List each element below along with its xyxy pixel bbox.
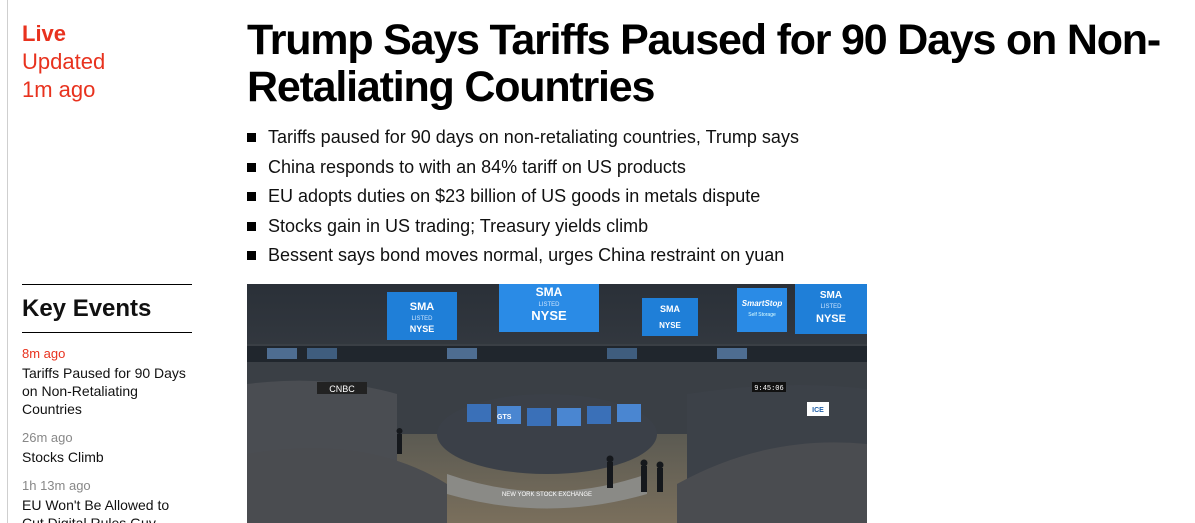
- key-event-time: 1h 13m ago: [22, 478, 91, 493]
- key-event-item[interactable]: 1h 13m ago EU Won't Be Allowed to Cut Di…: [22, 478, 192, 523]
- page-left-rule: [7, 0, 8, 523]
- sma-nyse-sign-far-right: SMA LISTED NYSE: [795, 284, 867, 334]
- sign-sma-text: SMA: [820, 290, 842, 301]
- trading-post-center: GTS NEW YORK STOCK EXCHANGE: [437, 394, 657, 509]
- sign-self-storage-text: Self Storage: [748, 312, 776, 318]
- sign-gts-text: GTS: [497, 414, 512, 421]
- summary-bullets: Tariffs paused for 90 days on non-retali…: [247, 123, 1177, 271]
- sign-smartstop-text: SmartStop: [742, 299, 783, 308]
- key-event-time: 26m ago: [22, 430, 73, 445]
- summary-bullet: EU adopts duties on $23 billion of US go…: [247, 182, 1177, 212]
- summary-bullet: Bessent says bond moves normal, urges Ch…: [247, 241, 1177, 271]
- summary-bullet: Tariffs paused for 90 days on non-retali…: [247, 123, 1177, 153]
- smartstop-sign: SmartStop Self Storage: [737, 288, 787, 332]
- square-bullet-icon: [247, 162, 256, 172]
- sign-nyse-text: NEW YORK STOCK EXCHANGE: [502, 492, 592, 498]
- key-events-panel: Key Events 8m ago Tariffs Paused for 90 …: [22, 284, 192, 523]
- summary-bullet: Stocks gain in US trading; Treasury yiel…: [247, 212, 1177, 242]
- key-events-bottom-divider: [22, 332, 192, 333]
- live-status-panel: Live Updated 1m ago: [22, 20, 192, 104]
- square-bullet-icon: [247, 251, 256, 261]
- sign-nyse-text: NYSE: [659, 321, 681, 330]
- key-event-item[interactable]: 26m ago Stocks Climb: [22, 430, 192, 466]
- article-main: Trump Says Tariffs Paused for 90 Days on…: [247, 17, 1177, 271]
- square-bullet-icon: [247, 221, 256, 231]
- summary-bullet-text: Bessent says bond moves normal, urges Ch…: [268, 245, 785, 265]
- sign-listed-text: LISTED: [538, 302, 560, 308]
- live-status: Live Updated 1m ago: [22, 20, 192, 104]
- sign-nyse-text: NYSE: [816, 313, 846, 325]
- updated-time: 1m ago: [22, 77, 96, 102]
- key-events-title: Key Events: [22, 295, 152, 322]
- sign-nyse-text: NYSE: [410, 324, 435, 334]
- updated-label: Updated: [22, 49, 106, 74]
- sign-ice-text: ICE: [812, 407, 824, 414]
- sign-cnbc-text: CNBC: [329, 384, 355, 394]
- summary-bullet-text: EU adopts duties on $23 billion of US go…: [268, 186, 761, 206]
- summary-bullet: China responds to with an 84% tariff on …: [247, 153, 1177, 183]
- key-event-headline[interactable]: Tariffs Paused for 90 Days on Non-Retali…: [22, 365, 186, 417]
- key-event-headline[interactable]: EU Won't Be Allowed to Cut Digital Rules…: [22, 497, 170, 523]
- sign-listed-text: LISTED: [820, 304, 842, 310]
- square-bullet-icon: [247, 133, 256, 143]
- sma-nyse-sign-left: SMA LISTED NYSE: [387, 292, 457, 340]
- key-event-headline[interactable]: Stocks Climb: [22, 449, 104, 465]
- key-event-time: 8m ago: [22, 346, 66, 361]
- key-events-list: 8m ago Tariffs Paused for 90 Days on Non…: [22, 346, 192, 523]
- sign-sma-text: SMA: [410, 301, 435, 313]
- article-headline: Trump Says Tariffs Paused for 90 Days on…: [247, 16, 1161, 111]
- sign-sma-text: SMA: [536, 285, 563, 299]
- sign-nyse-text: NYSE: [531, 308, 567, 323]
- summary-bullet-text: China responds to with an 84% tariff on …: [268, 156, 686, 177]
- sign-listed-text: LISTED: [411, 316, 433, 322]
- trading-floor-illustration: SMA LISTED NYSE SMA LISTED NYSE SMA NYSE…: [247, 284, 867, 523]
- live-label: Live: [22, 21, 67, 46]
- sma-nyse-sign-right: SMA NYSE: [642, 298, 698, 336]
- sma-nyse-sign-center: SMA LISTED NYSE: [499, 284, 599, 332]
- key-events-top-divider: [22, 284, 192, 285]
- stock-exchange-floor-photo: SMA LISTED NYSE SMA LISTED NYSE SMA NYSE…: [247, 284, 867, 523]
- summary-bullet-text: Stocks gain in US trading; Treasury yiel…: [268, 215, 649, 236]
- sign-clock-text: 9:45:06: [754, 385, 783, 393]
- sign-sma-text: SMA: [660, 304, 681, 314]
- traders-group: [396, 428, 664, 492]
- summary-bullet-text: Tariffs paused for 90 days on non-retali…: [268, 127, 799, 147]
- square-bullet-icon: [247, 192, 256, 202]
- key-event-item[interactable]: 8m ago Tariffs Paused for 90 Days on Non…: [22, 346, 192, 418]
